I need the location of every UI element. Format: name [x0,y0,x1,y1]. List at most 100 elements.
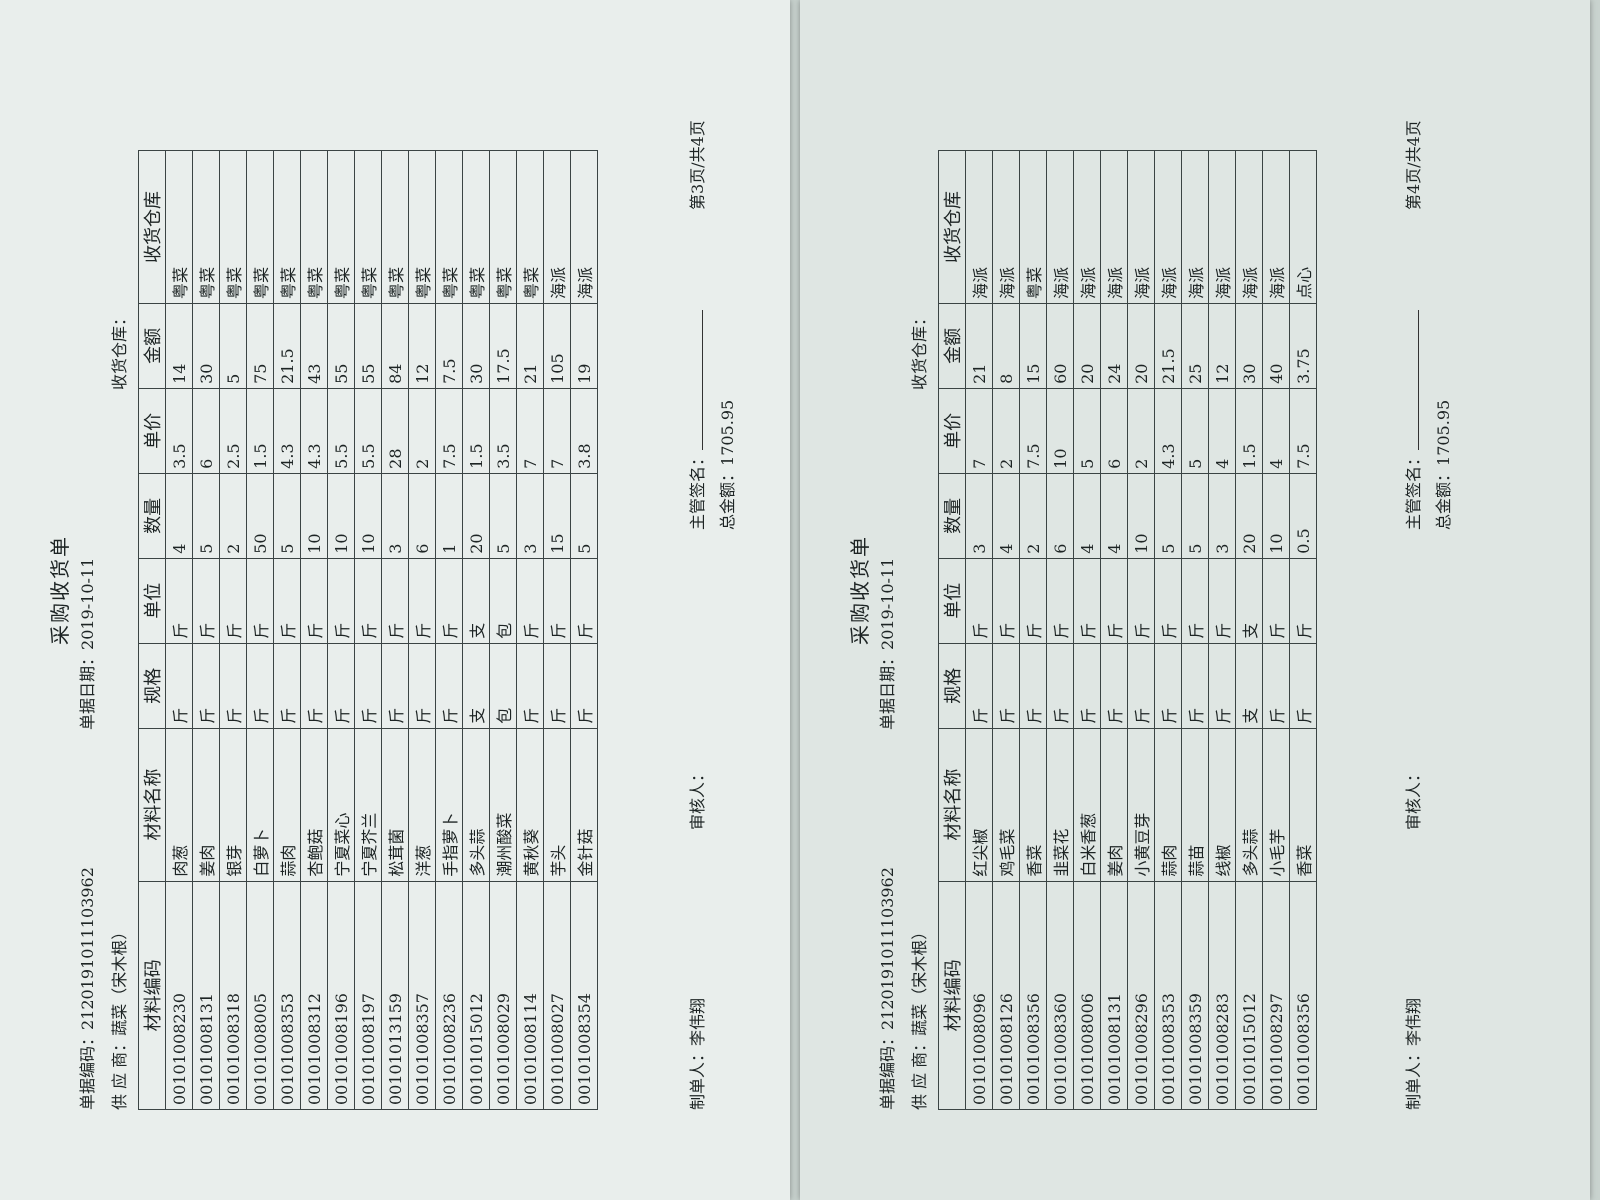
warehouse-label: 收货仓库： [910,309,929,390]
table-cell: 斤 [543,643,571,729]
maker-value: 李伟翔 [688,997,707,1046]
total: 总金额：1705.95 [1430,400,1454,530]
table-row: 00101008356 香菜斤斤 0.5 7.5 3.75 点心 [1289,150,1317,1110]
table-cell: 斤 [543,558,571,644]
table-row: 00101008360 韭菜花斤斤 6 10 60 海派 [1046,150,1074,1110]
table-cell: 5 [489,473,517,559]
table-cell: 多头蒜 [462,728,490,882]
table-cell: 1 [435,473,463,559]
column-header: 数量 [138,473,166,559]
table-cell: 15 [1019,303,1047,389]
supplier-label: 供 应 商： [910,1035,929,1110]
doc-date: 单据日期：2019-10-11 [74,558,98,730]
table-cell: 斤 [354,558,382,644]
doc-date-value: 2019-10-11 [878,557,897,650]
table-cell: 斤 [354,643,382,729]
column-header: 材料名称 [938,728,966,882]
supplier: 供 应 商：蔬菜（宋木根） [906,924,930,1110]
doc-date: 单据日期：2019-10-11 [874,558,898,730]
table-cell: 斤 [1019,558,1047,644]
supervisor-label: 主管签名： [1404,449,1423,530]
table-cell: 2 [1127,388,1155,474]
table-cell: 粤菜 [192,150,220,304]
table-cell: 0.5 [1289,473,1317,559]
table-row: 00101008027 芋头斤斤 15 7 105 海派 [543,150,571,1110]
table-row: 00101008354 金针菇斤斤 5 3.8 19 海派 [570,150,598,1110]
column-header: 单位 [138,558,166,644]
table-cell: 3 [516,473,544,559]
table-cell: 斤 [516,558,544,644]
table-cell: 4 [1262,388,1290,474]
table-cell: 斤 [570,558,598,644]
table-cell: 4 [1073,473,1101,559]
table-cell: 支 [1235,558,1263,644]
table-row: 00101008131 姜肉斤斤 5 6 30 粤菜 [192,150,220,1110]
table-cell: 斤 [192,558,220,644]
table-cell: 手指萝卜 [435,728,463,882]
table-cell: 斤 [165,643,193,729]
table-cell: 斤 [1181,558,1209,644]
table-cell: 20 [462,473,490,559]
table-cell: 肉葱 [165,728,193,882]
doc-code-label: 单据编码： [878,1029,897,1110]
table-cell: 斤 [965,558,993,644]
table-cell: 海派 [1181,150,1209,304]
table-cell: 00101008296 [1127,881,1155,1110]
table-cell: 00101008356 [1289,881,1317,1110]
table-cell: 7.5 [435,303,463,389]
table-cell: 00101008353 [273,881,301,1110]
table-row: 00101008131 姜肉斤斤 4 6 24 海派 [1100,150,1128,1110]
table-cell: 斤 [219,643,247,729]
table-cell: 斤 [246,643,274,729]
table-cell: 3.5 [165,388,193,474]
table-cell: 粤菜 [435,150,463,304]
table-cell: 点心 [1289,150,1317,304]
table-cell: 斤 [300,558,328,644]
table-cell: 40 [1262,303,1290,389]
table-cell: 25 [1181,303,1209,389]
table-row: 00101008359 蒜苗斤斤 5 5 25 海派 [1181,150,1209,1110]
table-cell: 21 [516,303,544,389]
table-cell: 蒜肉 [1154,728,1182,882]
column-header: 金额 [138,303,166,389]
table-cell: 姜肉 [1100,728,1128,882]
table-cell: 14 [165,303,193,389]
table-row: 00101008096 红尖椒斤斤 3 7 21 海派 [965,150,993,1110]
table-cell: 00101008114 [516,881,544,1110]
table-cell: 斤 [1019,643,1047,729]
table-cell: 白萝卜 [246,728,274,882]
table-cell: 10 [1046,388,1074,474]
sheet: 采购收货单 单据编码：2120191011103962 单据日期：2019-10-1… [800,0,1590,1200]
table-cell: 7 [543,388,571,474]
column-header: 材料编码 [138,881,166,1110]
table-cell: 海派 [1262,150,1290,304]
table-row: 00101008296 小黄豆芽斤斤 10 2 20 海派 [1127,150,1155,1110]
table-cell: 6 [1046,473,1074,559]
doc-title: 采购收货单 [48,535,72,645]
table-cell: 00101008230 [165,881,193,1110]
warehouse-label: 收货仓库： [110,309,129,390]
table-cell: 粤菜 [516,150,544,304]
table-cell: 00101008353 [1154,881,1182,1110]
table-cell: 粤菜 [327,150,355,304]
table-row: 00101008357 洋葱斤斤 6 2 12 粤菜 [408,150,436,1110]
column-header: 金额 [938,303,966,389]
table-cell: 多头蒜 [1235,728,1263,882]
table-cell: 8 [992,303,1020,389]
table-cell: 海派 [992,150,1020,304]
reviewer: 审核人： [1404,765,1423,830]
table-cell: 00101008312 [300,881,328,1110]
table-cell: 姜肉 [192,728,220,882]
table-cell: 20 [1235,473,1263,559]
table-cell: 00101008005 [246,881,274,1110]
table-cell: 2.5 [219,388,247,474]
table-cell: 斤 [165,558,193,644]
table-row: 00101008353 蒜肉斤斤 5 4.3 21.5 粤菜 [273,150,301,1110]
table-cell: 2 [219,473,247,559]
table-row: 00101015012 多头蒜支支 20 1.5 30 粤菜 [462,150,490,1110]
table-cell: 斤 [273,558,301,644]
supervisor: 主管签名： [684,309,708,530]
column-header: 单价 [938,388,966,474]
table-cell: 6 [192,388,220,474]
table-cell: 3 [381,473,409,559]
